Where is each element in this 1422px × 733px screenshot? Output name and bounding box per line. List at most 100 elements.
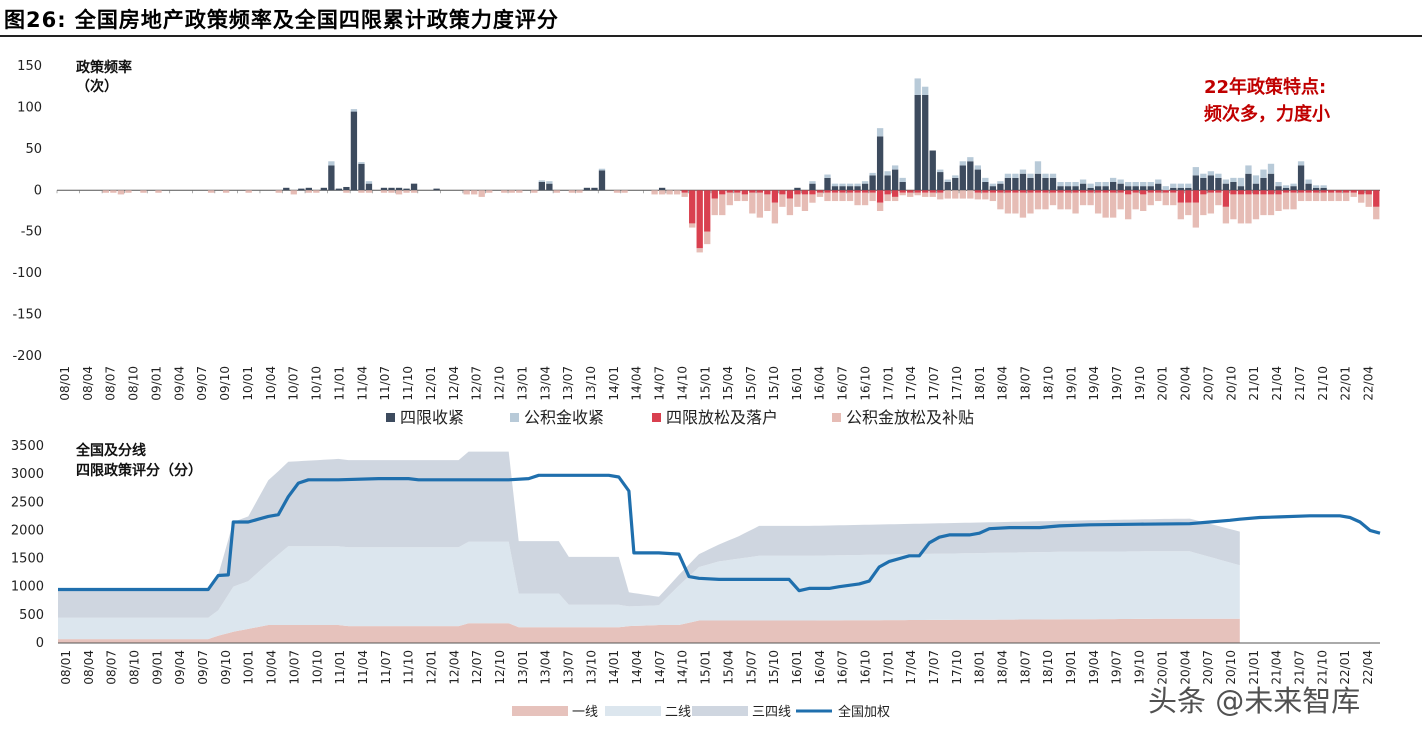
bar-tighten-fund (824, 174, 831, 178)
bar-loosen-fund (944, 190, 951, 199)
bar-loosen-fund (809, 194, 816, 203)
x-tick-label: 17/04 (904, 650, 918, 685)
bar-loosen-fund (831, 192, 839, 202)
bar-tighten-restrict (922, 95, 929, 191)
bar-loosen-fund (207, 190, 215, 193)
bar-tighten-fund (538, 180, 546, 182)
bar-tighten-restrict (869, 175, 876, 191)
bar-loosen-fund (1200, 194, 1207, 216)
x-tick-label: 21/04 (1270, 366, 1284, 401)
x-tick-label: 13/04 (538, 366, 552, 401)
bar-tighten-restrict (1132, 186, 1139, 191)
bar-loosen-fund (1237, 194, 1245, 224)
bar-loosen-restrict (1215, 190, 1222, 193)
y-tick-label: 0 (34, 183, 42, 198)
bar-tighten-fund (1192, 167, 1199, 176)
bar-loosen-fund (1207, 192, 1215, 214)
bar-loosen-fund (1049, 192, 1057, 206)
x-tick-label: 11/10 (401, 366, 415, 401)
bar-tighten-restrict (937, 172, 944, 191)
bar-loosen-restrict (1297, 190, 1305, 193)
bar-loosen-restrict (846, 190, 854, 193)
x-tick-label: 19/10 (1133, 366, 1147, 401)
bar-loosen-restrict (1222, 190, 1230, 207)
bar-tighten-fund (1132, 182, 1139, 187)
bar-tighten-restrict (1109, 182, 1117, 191)
bar-tighten-restrict (1004, 177, 1012, 191)
bar-tighten-fund (350, 109, 358, 112)
bar-loosen-fund (140, 190, 147, 193)
x-tick-label: 10/10 (310, 650, 324, 685)
bar-loosen-restrict (1320, 190, 1327, 193)
bar-tighten-fund (831, 183, 839, 187)
bar-tighten-restrict (380, 187, 388, 191)
bar-tighten-restrict (1237, 186, 1245, 191)
bar-tighten-fund (952, 175, 959, 178)
bar-tighten-restrict (1012, 177, 1019, 191)
bar-tighten-restrict (982, 182, 989, 191)
bar-loosen-fund (478, 190, 485, 197)
x-tick-label: 14/10 (675, 366, 689, 401)
x-tick-label: 11/07 (379, 650, 393, 685)
bar-loosen-restrict (839, 190, 846, 193)
bar-loosen-fund (922, 192, 929, 197)
x-tick-label: 20/04 (1178, 650, 1192, 685)
bar-loosen-restrict (1132, 190, 1139, 193)
bar-tighten-restrict (1297, 165, 1305, 191)
bar-tighten-fund (1200, 173, 1207, 178)
bar-loosen-fund (1230, 194, 1237, 220)
x-tick-label: 13/10 (584, 650, 598, 685)
bar-loosen-fund (1027, 192, 1034, 214)
x-tick-label: 20/07 (1201, 650, 1215, 685)
bar-loosen-fund (884, 194, 891, 202)
bar-tighten-restrict (298, 188, 305, 191)
bar-loosen-fund (666, 190, 673, 195)
x-tick-label: 16/04 (813, 366, 827, 401)
y-tick-label: -50 (21, 225, 42, 240)
bar-tighten-restrict (891, 169, 899, 191)
bar-loosen-restrict (719, 190, 726, 195)
bar-loosen-fund (854, 192, 861, 206)
bar-tighten-restrict (846, 186, 854, 191)
bar-loosen-restrict (1365, 190, 1372, 195)
x-tick-label: 14/04 (630, 650, 644, 685)
bar-loosen-restrict (1305, 190, 1312, 193)
x-tick-label: 09/07 (195, 366, 209, 401)
bar-loosen-fund (403, 190, 410, 193)
bar-loosen-fund (1312, 192, 1320, 202)
bar-loosen-fund (501, 190, 508, 193)
bar-loosen-fund (891, 196, 899, 202)
y-tick-label: 3000 (11, 467, 44, 482)
bar-loosen-fund (824, 192, 831, 202)
legend-swatch (652, 413, 661, 422)
bar-loosen-fund (1290, 192, 1297, 210)
x-tick-label: 19/07 (1110, 650, 1124, 685)
x-tick-label: 18/01 (973, 366, 987, 401)
bar-loosen-restrict (1042, 190, 1049, 193)
x-tick-label: 17/07 (927, 650, 941, 685)
bar-loosen-fund (305, 190, 312, 193)
y-tick-label: 50 (25, 142, 42, 157)
bar-tighten-restrict (598, 170, 606, 191)
bar-tighten-restrict (929, 150, 936, 191)
bar-loosen-fund (741, 194, 748, 202)
bar-loosen-fund (937, 192, 944, 200)
watermark: 头条 @未来智库 (1148, 684, 1361, 718)
x-tick-label: 15/04 (721, 650, 735, 685)
bar-loosen-fund (1094, 192, 1102, 214)
y-tick-label: 2500 (11, 495, 44, 510)
bar-loosen-restrict (1004, 190, 1012, 193)
bar-loosen-fund (275, 190, 282, 193)
y-tick-label: 100 (17, 100, 42, 115)
x-tick-label: 08/01 (58, 366, 72, 401)
bar-loosen-restrict (1343, 190, 1350, 193)
bar-loosen-restrict (1252, 190, 1260, 195)
bar-loosen-restrict (1260, 190, 1267, 195)
bar-tighten-fund (1057, 182, 1064, 187)
bar-tighten-restrict (1282, 187, 1290, 191)
bar-loosen-fund (463, 190, 470, 195)
legend-label: 全国加权 (838, 704, 890, 720)
x-tick-label: 14/01 (607, 650, 621, 685)
bar-loosen-fund (658, 190, 666, 195)
bar-loosen-fund (734, 192, 741, 202)
